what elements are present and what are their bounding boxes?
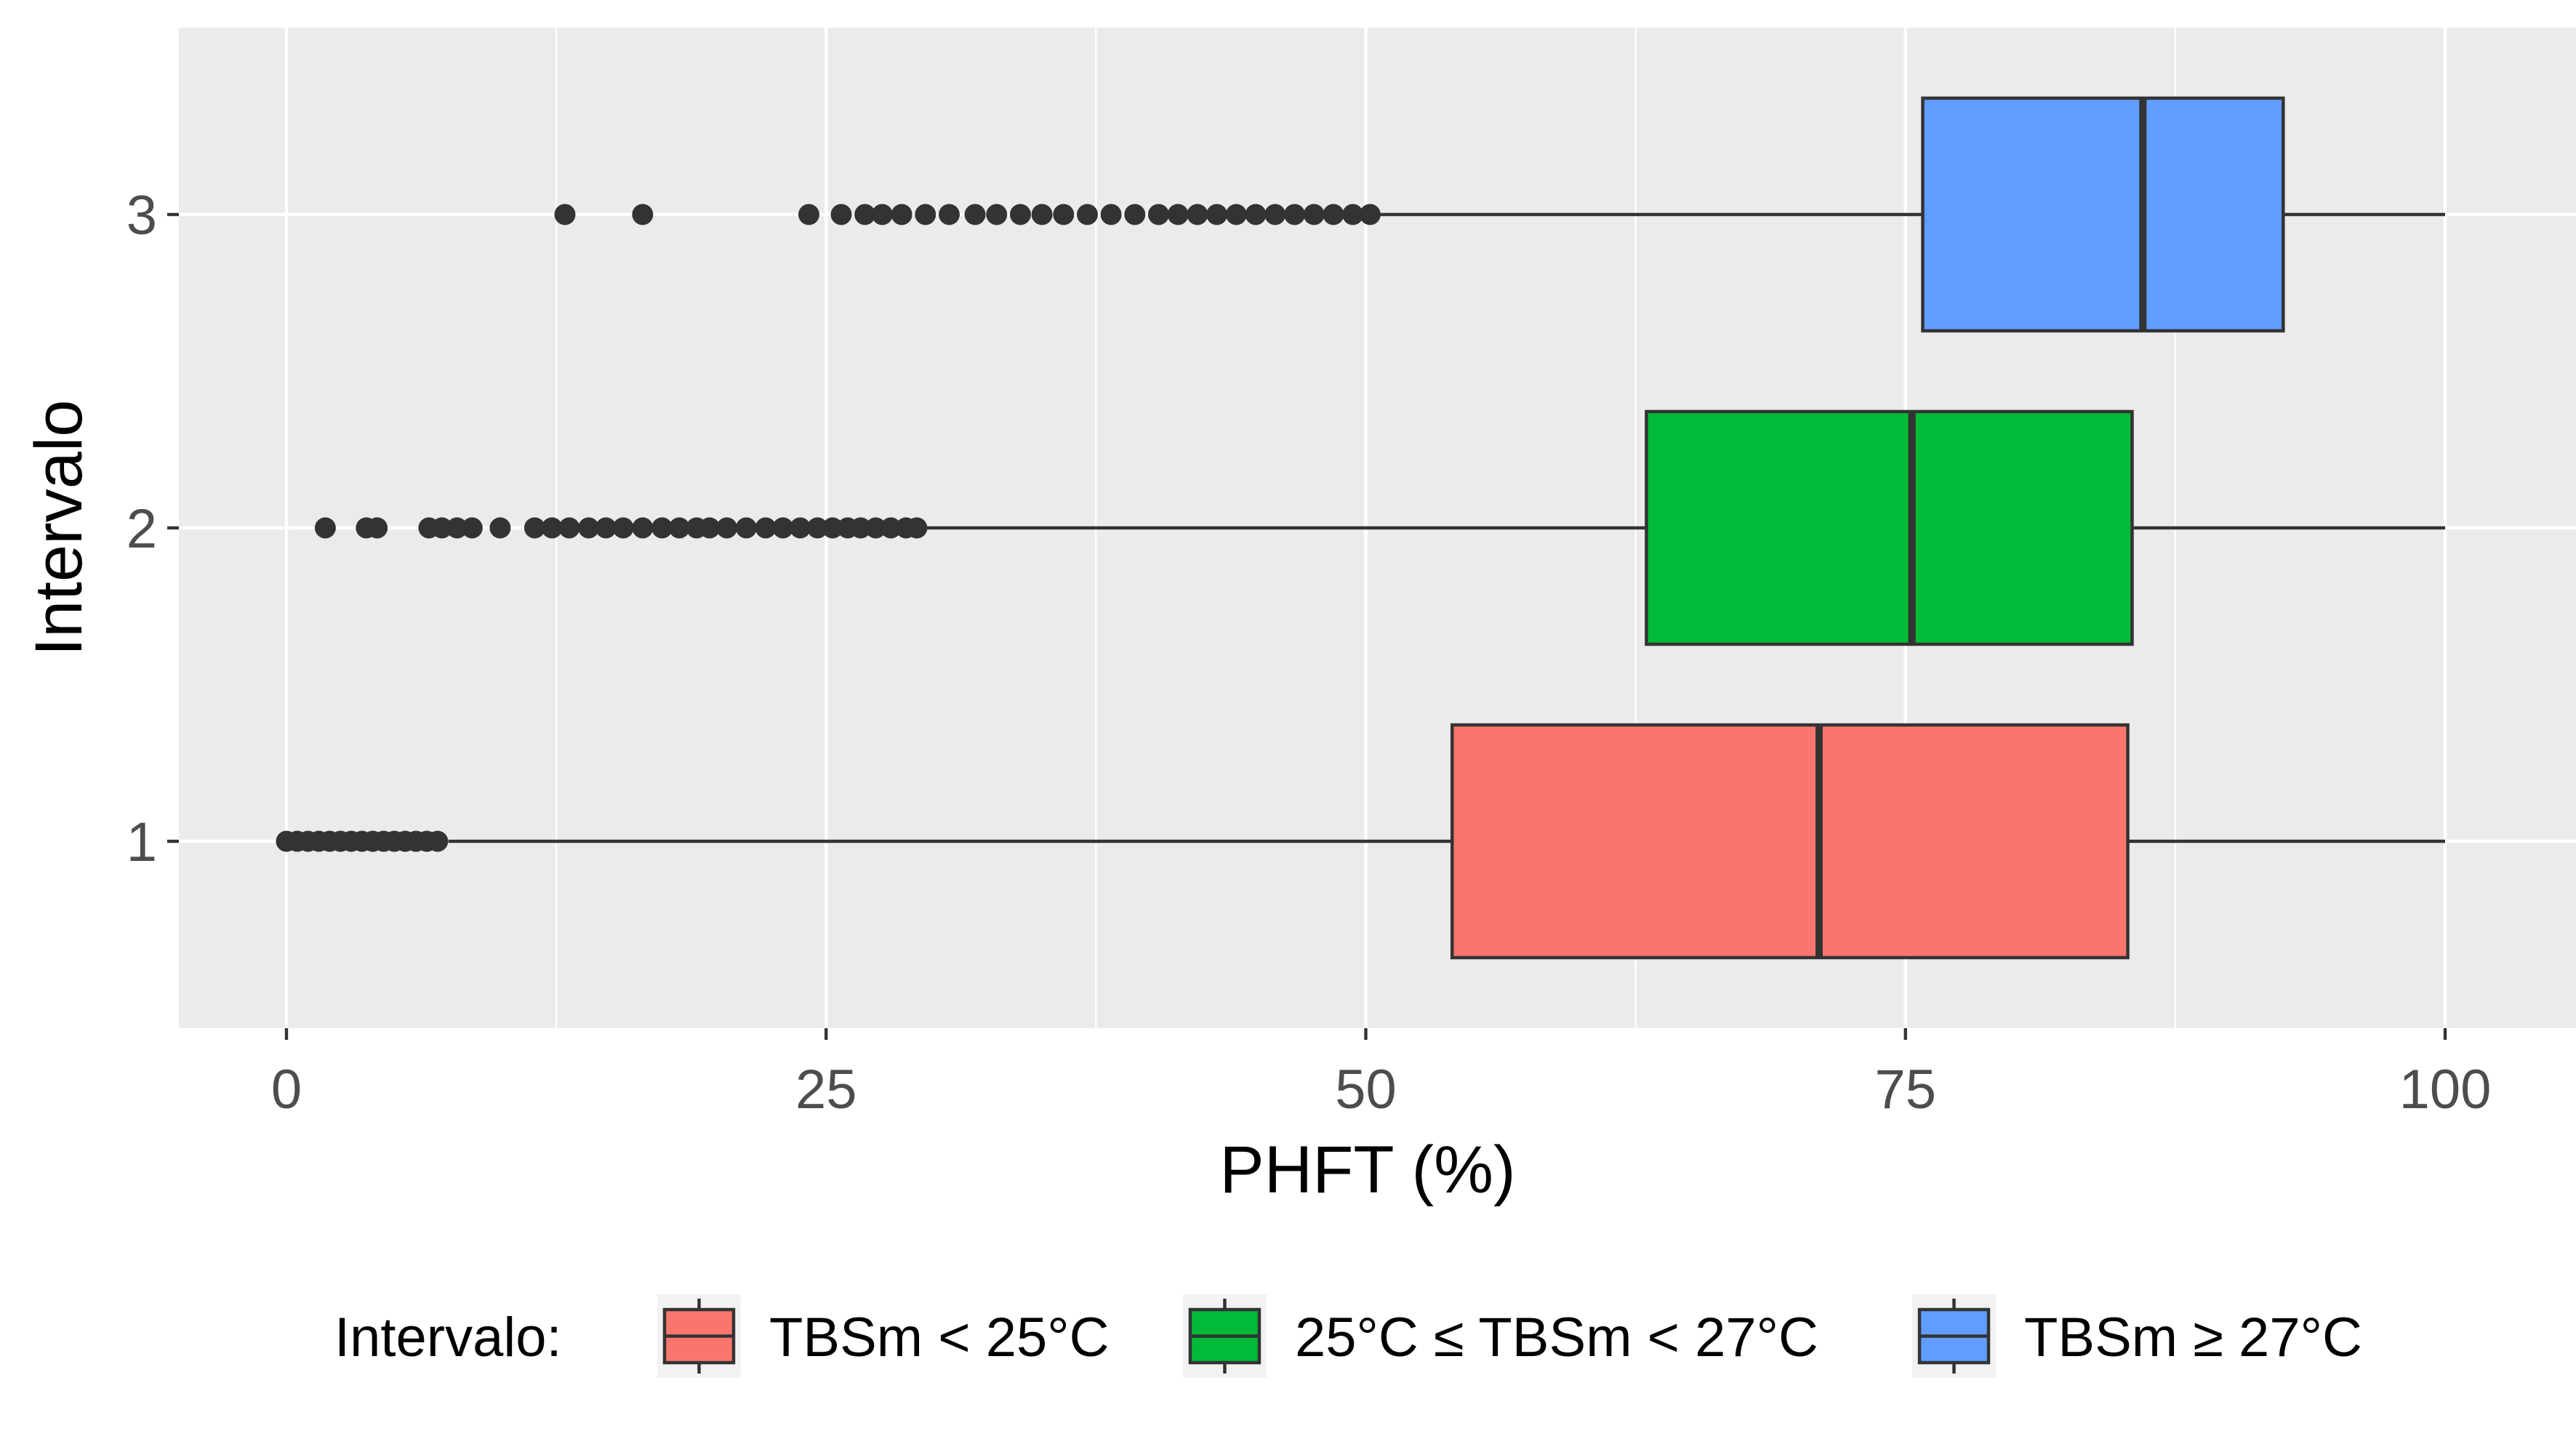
outlier-point xyxy=(366,517,388,539)
outlier-point xyxy=(716,517,738,539)
outlier-point xyxy=(431,517,453,539)
legend-item: 25°C ≤ TBSm < 27°C xyxy=(1183,1294,1818,1378)
boxplot-series xyxy=(276,96,2445,960)
box xyxy=(1450,723,2130,960)
outlier-point xyxy=(906,517,928,539)
boxplot-3 xyxy=(554,96,2445,333)
y-axis: 1 2 3 xyxy=(127,185,179,873)
y-tick-label: 3 xyxy=(127,185,157,246)
x-tick-label: 0 xyxy=(271,1059,302,1121)
outlier-point xyxy=(865,517,887,539)
x-tick-label: 50 xyxy=(1335,1059,1397,1121)
outlier-point xyxy=(806,517,828,539)
outlier-point xyxy=(1264,204,1286,225)
outlier-point xyxy=(735,517,757,539)
outlier-point xyxy=(850,517,872,539)
outlier-point xyxy=(830,204,852,225)
outlier-point xyxy=(1009,204,1031,225)
x-axis: 0 25 50 75 100 xyxy=(271,1028,2492,1121)
legend: Intervalo: TBSm < 25°C 25°C ≤ TBSm < 27°C… xyxy=(334,1294,2362,1378)
outlier-point xyxy=(1225,204,1247,225)
outlier-point xyxy=(880,517,902,539)
outlier-point xyxy=(541,517,563,539)
outlier-point xyxy=(938,204,960,225)
outlier-point xyxy=(461,517,483,539)
legend-item: TBSm ≥ 27°C xyxy=(1912,1294,2362,1378)
outlier-point xyxy=(1359,204,1381,225)
y-axis-title: Intervalo xyxy=(22,400,96,657)
outlier-point xyxy=(578,517,600,539)
outlier-point xyxy=(699,517,721,539)
outlier-point xyxy=(632,204,654,225)
legend-item: TBSm < 25°C xyxy=(657,1294,1110,1378)
outlier-point xyxy=(1124,204,1146,225)
outlier-point xyxy=(986,204,1008,225)
legend-label: TBSm ≥ 27°C xyxy=(2024,1307,2362,1368)
outlier-point xyxy=(554,204,576,225)
outlier-point xyxy=(1342,204,1364,225)
outlier-point xyxy=(314,517,336,539)
boxplot-2 xyxy=(314,409,2445,646)
outlier-point xyxy=(891,204,912,225)
outlier-point xyxy=(595,517,617,539)
box xyxy=(1921,96,2285,333)
outlier-point xyxy=(854,204,876,225)
outlier-point xyxy=(1167,204,1189,225)
outlier-point xyxy=(1323,204,1344,225)
outlier-point xyxy=(651,517,673,539)
outlier-point xyxy=(772,517,794,539)
outlier-point xyxy=(523,517,545,539)
outlier-point xyxy=(964,204,986,225)
outlier-point xyxy=(489,517,511,539)
x-axis-title: PHFT (%) xyxy=(1219,1133,1515,1207)
outlier-point xyxy=(427,830,449,852)
outlier-point xyxy=(755,517,777,539)
outlier-point xyxy=(1100,204,1122,225)
legend-title: Intervalo: xyxy=(334,1307,562,1368)
boxplot-1 xyxy=(276,723,2445,960)
outlier-point xyxy=(822,517,843,539)
outlier-point xyxy=(1187,204,1208,225)
outlier-point xyxy=(798,204,819,225)
x-tick-label: 100 xyxy=(2399,1059,2492,1121)
outlier-point xyxy=(790,517,811,539)
outlier-point xyxy=(1031,204,1053,225)
outlier-point xyxy=(1206,204,1228,225)
outlier-point xyxy=(1303,204,1325,225)
outlier-point xyxy=(1076,204,1098,225)
x-tick-label: 25 xyxy=(795,1059,857,1121)
outlier-point xyxy=(668,517,690,539)
outlier-point xyxy=(1284,204,1306,225)
outlier-point xyxy=(1245,204,1267,225)
y-tick-label: 2 xyxy=(127,498,157,560)
box xyxy=(1645,409,2134,646)
legend-label: TBSm < 25°C xyxy=(769,1307,1110,1368)
outlier-point xyxy=(915,204,936,225)
outlier-point xyxy=(612,517,634,539)
outlier-point xyxy=(558,517,580,539)
y-tick-label: 1 xyxy=(127,811,157,873)
outlier-point xyxy=(871,204,893,225)
outlier-point xyxy=(1053,204,1075,225)
x-tick-label: 75 xyxy=(1874,1059,1936,1121)
outlier-point xyxy=(1147,204,1169,225)
outlier-point xyxy=(632,517,654,539)
outlier-point xyxy=(446,517,468,539)
legend-label: 25°C ≤ TBSm < 27°C xyxy=(1295,1307,1818,1368)
